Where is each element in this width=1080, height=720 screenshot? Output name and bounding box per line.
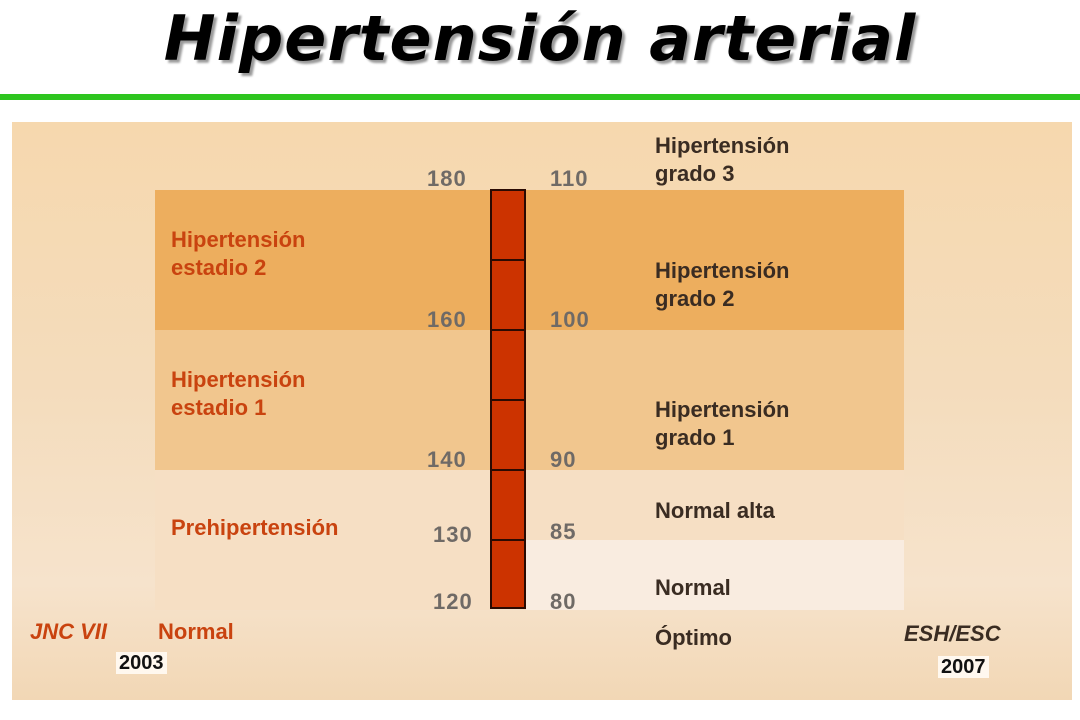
band-prehypertension-left [155, 470, 490, 610]
label-grade2: Hipertensión grado 2 [655, 258, 790, 311]
classification-diagram: Hipertensión estadio 2 Hipertensión esta… [12, 122, 1072, 700]
systolic-120: 120 [433, 589, 473, 614]
band-normal-right [526, 540, 904, 610]
label-prehypertension: Prehipertensión [171, 515, 339, 540]
label-esh-esc: ESH/ESC [904, 621, 1001, 646]
label-normal-jnc: Normal [158, 619, 234, 644]
label-stage1: Hipertensión estadio 1 [171, 367, 306, 420]
label-normal-esh: Normal [655, 575, 731, 600]
label-optimal: Óptimo [655, 625, 732, 650]
label-high-normal: Normal alta [655, 498, 775, 523]
label-grade1: Hipertensión grado 1 [655, 397, 790, 450]
diastolic-90: 90 [550, 447, 577, 472]
column-divider-160 [490, 259, 526, 261]
systolic-130: 130 [433, 522, 473, 547]
diastolic-110: 110 [550, 166, 589, 191]
label-jnc-vii: JNC VII [30, 619, 108, 644]
label-stage2: Hipertensión estadio 2 [171, 227, 306, 280]
year-esh: 2007 [938, 656, 989, 678]
diastolic-100: 100 [550, 307, 590, 332]
column-divider-150 [490, 329, 526, 331]
diastolic-80: 80 [550, 589, 577, 614]
column-divider-120 [490, 539, 526, 541]
systolic-180: 180 [427, 166, 467, 191]
title-underline [0, 94, 1080, 100]
band-stage1 [155, 330, 904, 470]
band-stage2 [155, 190, 904, 330]
column-divider-140 [490, 399, 526, 401]
systolic-160: 160 [427, 307, 467, 332]
label-grade3: Hipertensión grado 3 [655, 133, 790, 186]
column-divider-130 [490, 469, 526, 471]
year-jnc: 2003 [116, 652, 167, 674]
systolic-140: 140 [427, 447, 467, 472]
band-high-normal-right [526, 470, 904, 540]
page-title: Hipertensión arterial [163, 2, 917, 75]
diastolic-85: 85 [550, 519, 577, 544]
